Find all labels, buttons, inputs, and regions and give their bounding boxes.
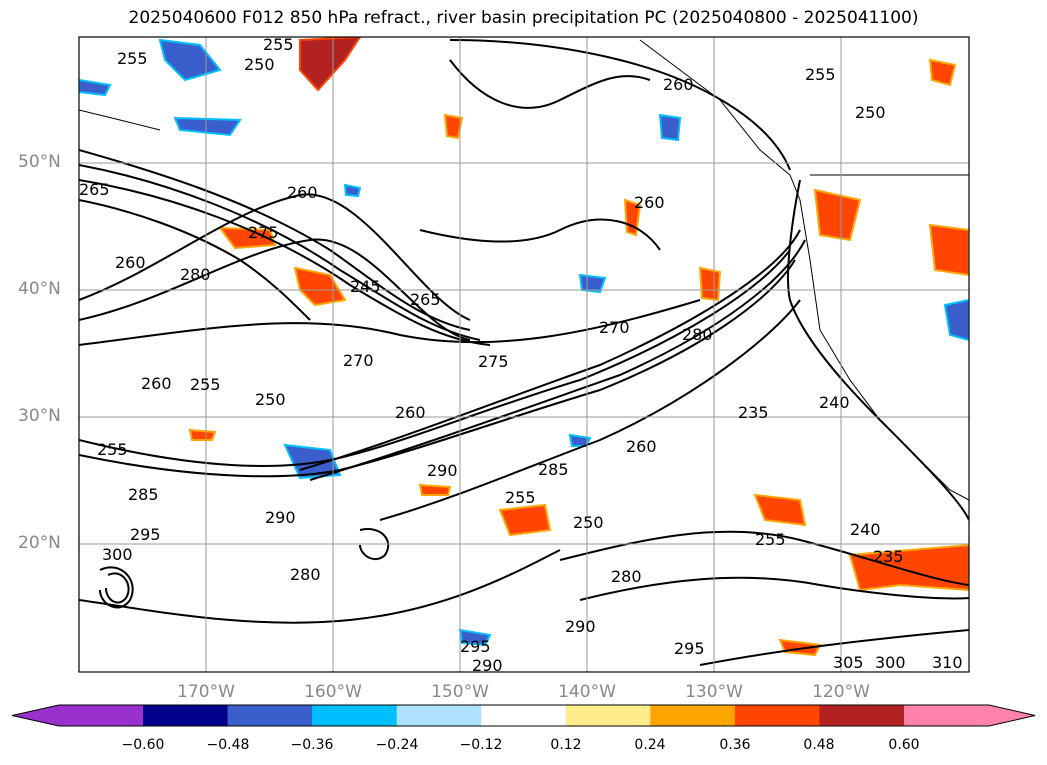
contour-label: 290 [472,656,503,675]
contour-label: 285 [538,460,569,479]
contour-label: 260 [395,403,426,422]
colorbar-swatch [650,705,736,726]
colorbar-tick-label: −0.12 [459,737,503,753]
contour-label: 250 [855,103,886,122]
contour-label: 270 [599,318,630,337]
contour-label: 275 [248,223,279,242]
colorbar-outline [11,704,1036,727]
contour-label: 255 [755,530,786,549]
colorbar-swatch [734,705,820,726]
contour-label: 280 [611,567,642,586]
lon-label: 140°W [558,682,616,702]
colorbar-swatch [396,705,482,726]
lat-label: 40°N [18,279,61,299]
colorbar-swatch [143,705,229,726]
lon-label: 130°W [685,682,743,702]
lon-label: 170°W [177,682,235,702]
lon-label: 150°W [431,682,489,702]
colorbar-swatch [312,705,398,726]
contour-label: 250 [255,390,286,409]
contour-label: 235 [738,403,769,422]
colorbar-swatch [819,705,905,726]
colorbar-min-extension [12,705,143,726]
colorbar-tick-label: 0.60 [888,737,920,753]
contour-label: 270 [343,351,374,370]
colorbar-tick-label: 0.24 [634,737,666,753]
map-title: 2025040600 F012 850 hPa refract., river … [128,8,919,28]
colorbar-tick-label: 0.36 [719,737,751,753]
colorbar-tick-label: 0.48 [803,737,835,753]
contour-label: 245 [350,277,381,296]
map-frame [78,36,970,673]
contour-label: 280 [180,265,211,284]
contour-label: 265 [410,290,441,309]
contour-label: 290 [265,508,296,527]
colorbar-tick-label: −0.48 [206,737,250,753]
contour-labels: 255 250 255 260 250 265 255 260 275 280 … [79,35,963,675]
contour-label: 255 [190,375,221,394]
contour-label: 260 [287,183,318,202]
contour-label: 260 [141,374,172,393]
contour-label: 280 [290,565,321,584]
contour-label: 255 [117,49,148,68]
contour-label: 250 [573,513,604,532]
contour-label: 255 [805,65,836,84]
colorbar-tick-label: −0.60 [121,737,165,753]
contour-label: 295 [674,639,705,658]
contour-label: 285 [128,485,159,504]
contour-label: 290 [565,617,596,636]
colorbar-max-extension [904,705,1035,726]
lon-label: 120°W [812,682,870,702]
contour-label: 235 [873,547,904,566]
contour-label: 255 [263,35,294,54]
contour-label: 260 [115,253,146,272]
contour-label: 290 [427,461,458,480]
contour-label: 275 [478,352,509,371]
contour-label: 260 [626,437,657,456]
contour-label: 280 [682,325,713,344]
contour-label: 240 [850,520,881,539]
lat-label: 50°N [18,152,61,172]
contour-label: 310 [932,653,963,672]
colorbar [11,704,1036,727]
coastlines [79,39,969,501]
contour-label: 250 [244,55,275,74]
colorbar-swatch [481,705,567,726]
contour-label: 255 [97,440,128,459]
contour-label: 300 [875,653,906,672]
contour-label: 300 [102,545,133,564]
colorbar-tick-label: −0.36 [290,737,334,753]
contour-label: 265 [79,180,110,199]
contour-label: 305 [833,653,864,672]
colorbar-swatch [227,705,313,726]
contour-label: 260 [634,193,665,212]
gridlines [79,37,969,672]
colorbar-tick-label: −0.24 [375,737,419,753]
contour-label: 255 [505,488,536,507]
contour-label: 240 [819,393,850,412]
contour-label: 295 [130,525,161,544]
lat-label: 20°N [18,533,61,553]
contour-label: 260 [663,75,694,94]
lat-label: 30°N [18,406,61,426]
colorbar-tick-label: 0.12 [550,737,582,753]
contour-label: 295 [460,637,491,656]
lon-label: 160°W [304,682,362,702]
colorbar-swatch [565,705,651,726]
